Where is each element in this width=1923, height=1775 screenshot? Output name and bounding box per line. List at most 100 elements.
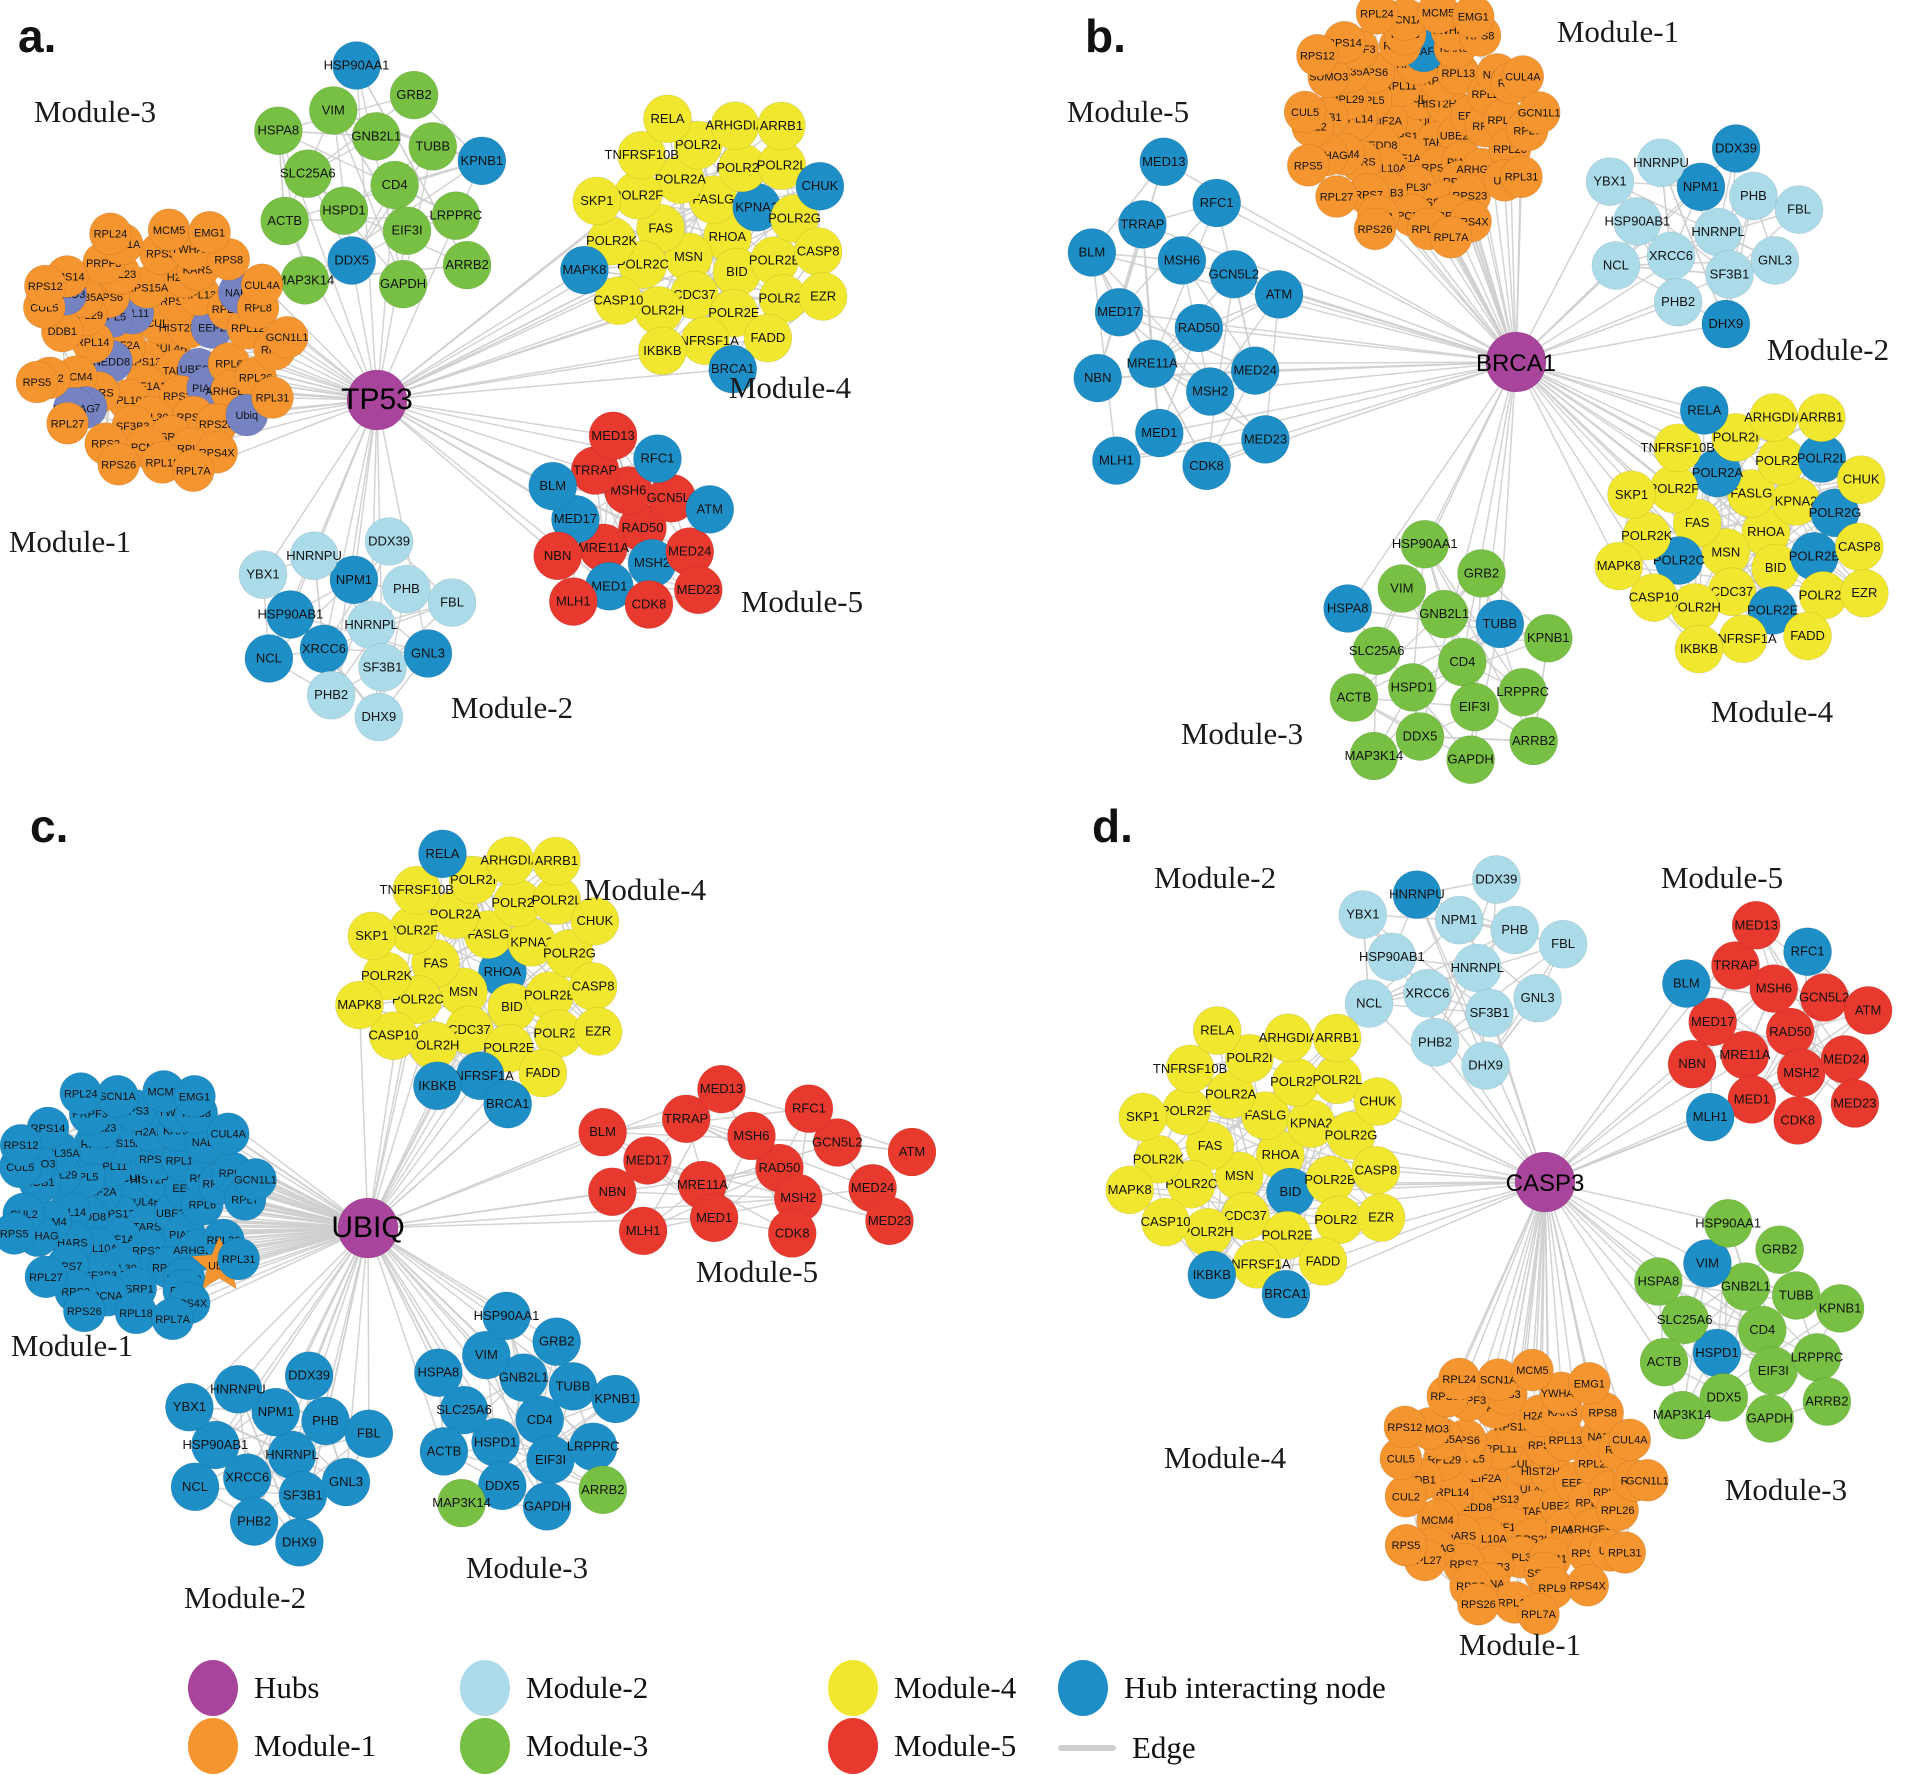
node-HSPA8[interactable]: HSPA8 (414, 1348, 463, 1397)
node-ACTB[interactable]: ACTB (419, 1427, 469, 1476)
node-HSPA8[interactable]: HSPA8 (1634, 1257, 1683, 1306)
node-HSP90AA1[interactable]: HSP90AA1 (324, 41, 390, 90)
node-IKBKB[interactable]: IKBKB (413, 1061, 462, 1111)
node-NBN[interactable]: NBN (588, 1167, 637, 1217)
node-MCM5[interactable]: MCM5 (147, 208, 191, 252)
node-SCN1A[interactable]: SCN1A (96, 1074, 139, 1118)
node-MED17[interactable]: MED17 (1094, 287, 1144, 337)
node-NBN[interactable]: NBN (1667, 1039, 1717, 1089)
node-EIF3I[interactable]: EIF3I (1748, 1346, 1798, 1396)
node-NPM1[interactable]: NPM1 (1434, 895, 1484, 945)
node-RPL24[interactable]: RPL24 (59, 1072, 103, 1115)
node-RPS5[interactable]: RPS5 (1286, 144, 1330, 187)
node-MED24[interactable]: MED24 (1230, 346, 1280, 395)
node-KPNB1[interactable]: KPNB1 (1815, 1284, 1865, 1333)
node-FBL[interactable]: FBL (1538, 919, 1588, 969)
node-YBX1[interactable]: YBX1 (165, 1382, 214, 1432)
node-LRPPRC[interactable]: LRPPRC (430, 191, 483, 240)
node-MAPK8[interactable]: MAPK8 (1594, 541, 1644, 591)
node-SF3B1[interactable]: SF3B1 (358, 643, 407, 692)
node-GCN1L1[interactable]: GCN1L1 (1626, 1459, 1669, 1502)
node-RELA[interactable]: RELA (1192, 1006, 1242, 1055)
node-EIF3I[interactable]: EIF3I (1450, 682, 1499, 732)
node-ACTB[interactable]: ACTB (1639, 1337, 1689, 1387)
node-YBX1[interactable]: YBX1 (1338, 890, 1388, 939)
node-IKBKB[interactable]: IKBKB (1674, 624, 1724, 674)
node-CUL4A[interactable]: CUL4A (240, 263, 284, 307)
node-PHB2[interactable]: PHB2 (229, 1497, 279, 1546)
node-ATM[interactable]: ATM (685, 485, 735, 534)
node-ARRB1[interactable]: ARRB1 (757, 101, 806, 151)
node-MAP3K14[interactable]: MAP3K14 (1345, 731, 1404, 781)
node-HSPD1[interactable]: HSPD1 (1388, 663, 1437, 712)
node-SKP1[interactable]: SKP1 (572, 176, 622, 226)
node-ATM[interactable]: ATM (1254, 270, 1304, 319)
node-MED24[interactable]: MED24 (1820, 1035, 1870, 1084)
node-CASP8[interactable]: CASP8 (1351, 1146, 1401, 1195)
node-CHUK[interactable]: CHUK (1353, 1077, 1403, 1126)
node-RELA[interactable]: RELA (418, 829, 467, 879)
node-KPNB1[interactable]: KPNB1 (591, 1374, 641, 1424)
node-KPNB1[interactable]: KPNB1 (457, 136, 507, 186)
node-FBL[interactable]: FBL (1774, 185, 1824, 234)
node-RPL7A[interactable]: RPL7A (172, 449, 215, 492)
node-ARRB1[interactable]: ARRB1 (1312, 1013, 1362, 1063)
node-PHB[interactable]: PHB (301, 1396, 350, 1446)
node-RPS4X[interactable]: RPS4X (1566, 1564, 1610, 1607)
node-GCN1L1[interactable]: GCN1L1 (266, 315, 309, 359)
node-ACTB[interactable]: ACTB (1329, 673, 1379, 722)
node-DHX9[interactable]: DHX9 (1461, 1041, 1510, 1090)
node-RPL31[interactable]: RPL31 (1500, 155, 1543, 199)
node-MAPK8[interactable]: MAPK8 (335, 980, 384, 1030)
node-EMG1[interactable]: EMG1 (1451, 0, 1495, 39)
node-GNB2L1[interactable]: GNB2L1 (351, 112, 401, 161)
node-RAD50[interactable]: RAD50 (1174, 303, 1224, 353)
node-DDX39[interactable]: DDX39 (364, 517, 414, 566)
node-GAPDH[interactable]: GAPDH (378, 259, 428, 309)
node-RPL31[interactable]: RPL31 (251, 376, 294, 419)
node-MED23[interactable]: MED23 (1241, 415, 1290, 464)
node-TUBB[interactable]: TUBB (548, 1362, 598, 1411)
node-HSPD1[interactable]: HSPD1 (319, 186, 369, 235)
node-GRB2[interactable]: GRB2 (532, 1317, 581, 1366)
node-CHUK[interactable]: CHUK (795, 161, 845, 211)
node-MED1[interactable]: MED1 (689, 1193, 739, 1243)
node-MRE11A[interactable]: MRE11A (1127, 339, 1178, 389)
node-GRB2[interactable]: GRB2 (1457, 549, 1506, 598)
node-RPL27[interactable]: RPL27 (46, 402, 89, 445)
node-DDX5[interactable]: DDX5 (1395, 712, 1445, 761)
node-SKP1[interactable]: SKP1 (347, 911, 397, 961)
node-RPL31[interactable]: RPL31 (1603, 1531, 1647, 1574)
node-PHB[interactable]: PHB (1729, 171, 1778, 221)
node-FADD[interactable]: FADD (1783, 611, 1832, 661)
node-TUBB[interactable]: TUBB (1771, 1271, 1821, 1320)
node-RELA[interactable]: RELA (1679, 386, 1729, 435)
node-EIF3I[interactable]: EIF3I (526, 1435, 575, 1485)
node-GRB2[interactable]: GRB2 (389, 70, 439, 120)
node-RFC1[interactable]: RFC1 (1192, 178, 1241, 228)
node-CUL2[interactable]: CUL2 (1384, 1474, 1428, 1518)
node-CHUK[interactable]: CHUK (1836, 455, 1886, 505)
node-GNL3[interactable]: GNL3 (1750, 236, 1800, 285)
node-TUBB[interactable]: TUBB (408, 122, 458, 171)
node-CD4[interactable]: CD4 (370, 160, 419, 210)
node-MAP3K14[interactable]: MAP3K14 (276, 256, 335, 305)
node-RPS5[interactable]: RPS5 (15, 360, 59, 404)
node-MSH6[interactable]: MSH6 (1157, 236, 1207, 285)
node-NCL[interactable]: NCL (1591, 241, 1641, 290)
node-ARRB1[interactable]: ARRB1 (1797, 393, 1846, 443)
node-CDK8[interactable]: CDK8 (1773, 1096, 1823, 1145)
node-SF3B1[interactable]: SF3B1 (1705, 250, 1754, 299)
node-MAPK8[interactable]: MAPK8 (1105, 1165, 1154, 1215)
node-RPS12[interactable]: RPS12 (24, 264, 67, 308)
node-MAPK8[interactable]: MAPK8 (560, 245, 609, 295)
node-HSP90AA1[interactable]: HSP90AA1 (1392, 519, 1458, 569)
node-BLM[interactable]: BLM (1067, 228, 1117, 277)
node-GAPDH[interactable]: GAPDH (1745, 1394, 1795, 1443)
node-HNRNPL[interactable]: HNRNPL (344, 600, 398, 650)
node-DHX9[interactable]: DHX9 (1701, 299, 1751, 349)
node-MED13[interactable]: MED13 (588, 411, 638, 461)
node-FADD[interactable]: FADD (1298, 1237, 1348, 1286)
node-GNL3[interactable]: GNL3 (1513, 973, 1562, 1023)
node-CDK8[interactable]: CDK8 (767, 1209, 817, 1258)
